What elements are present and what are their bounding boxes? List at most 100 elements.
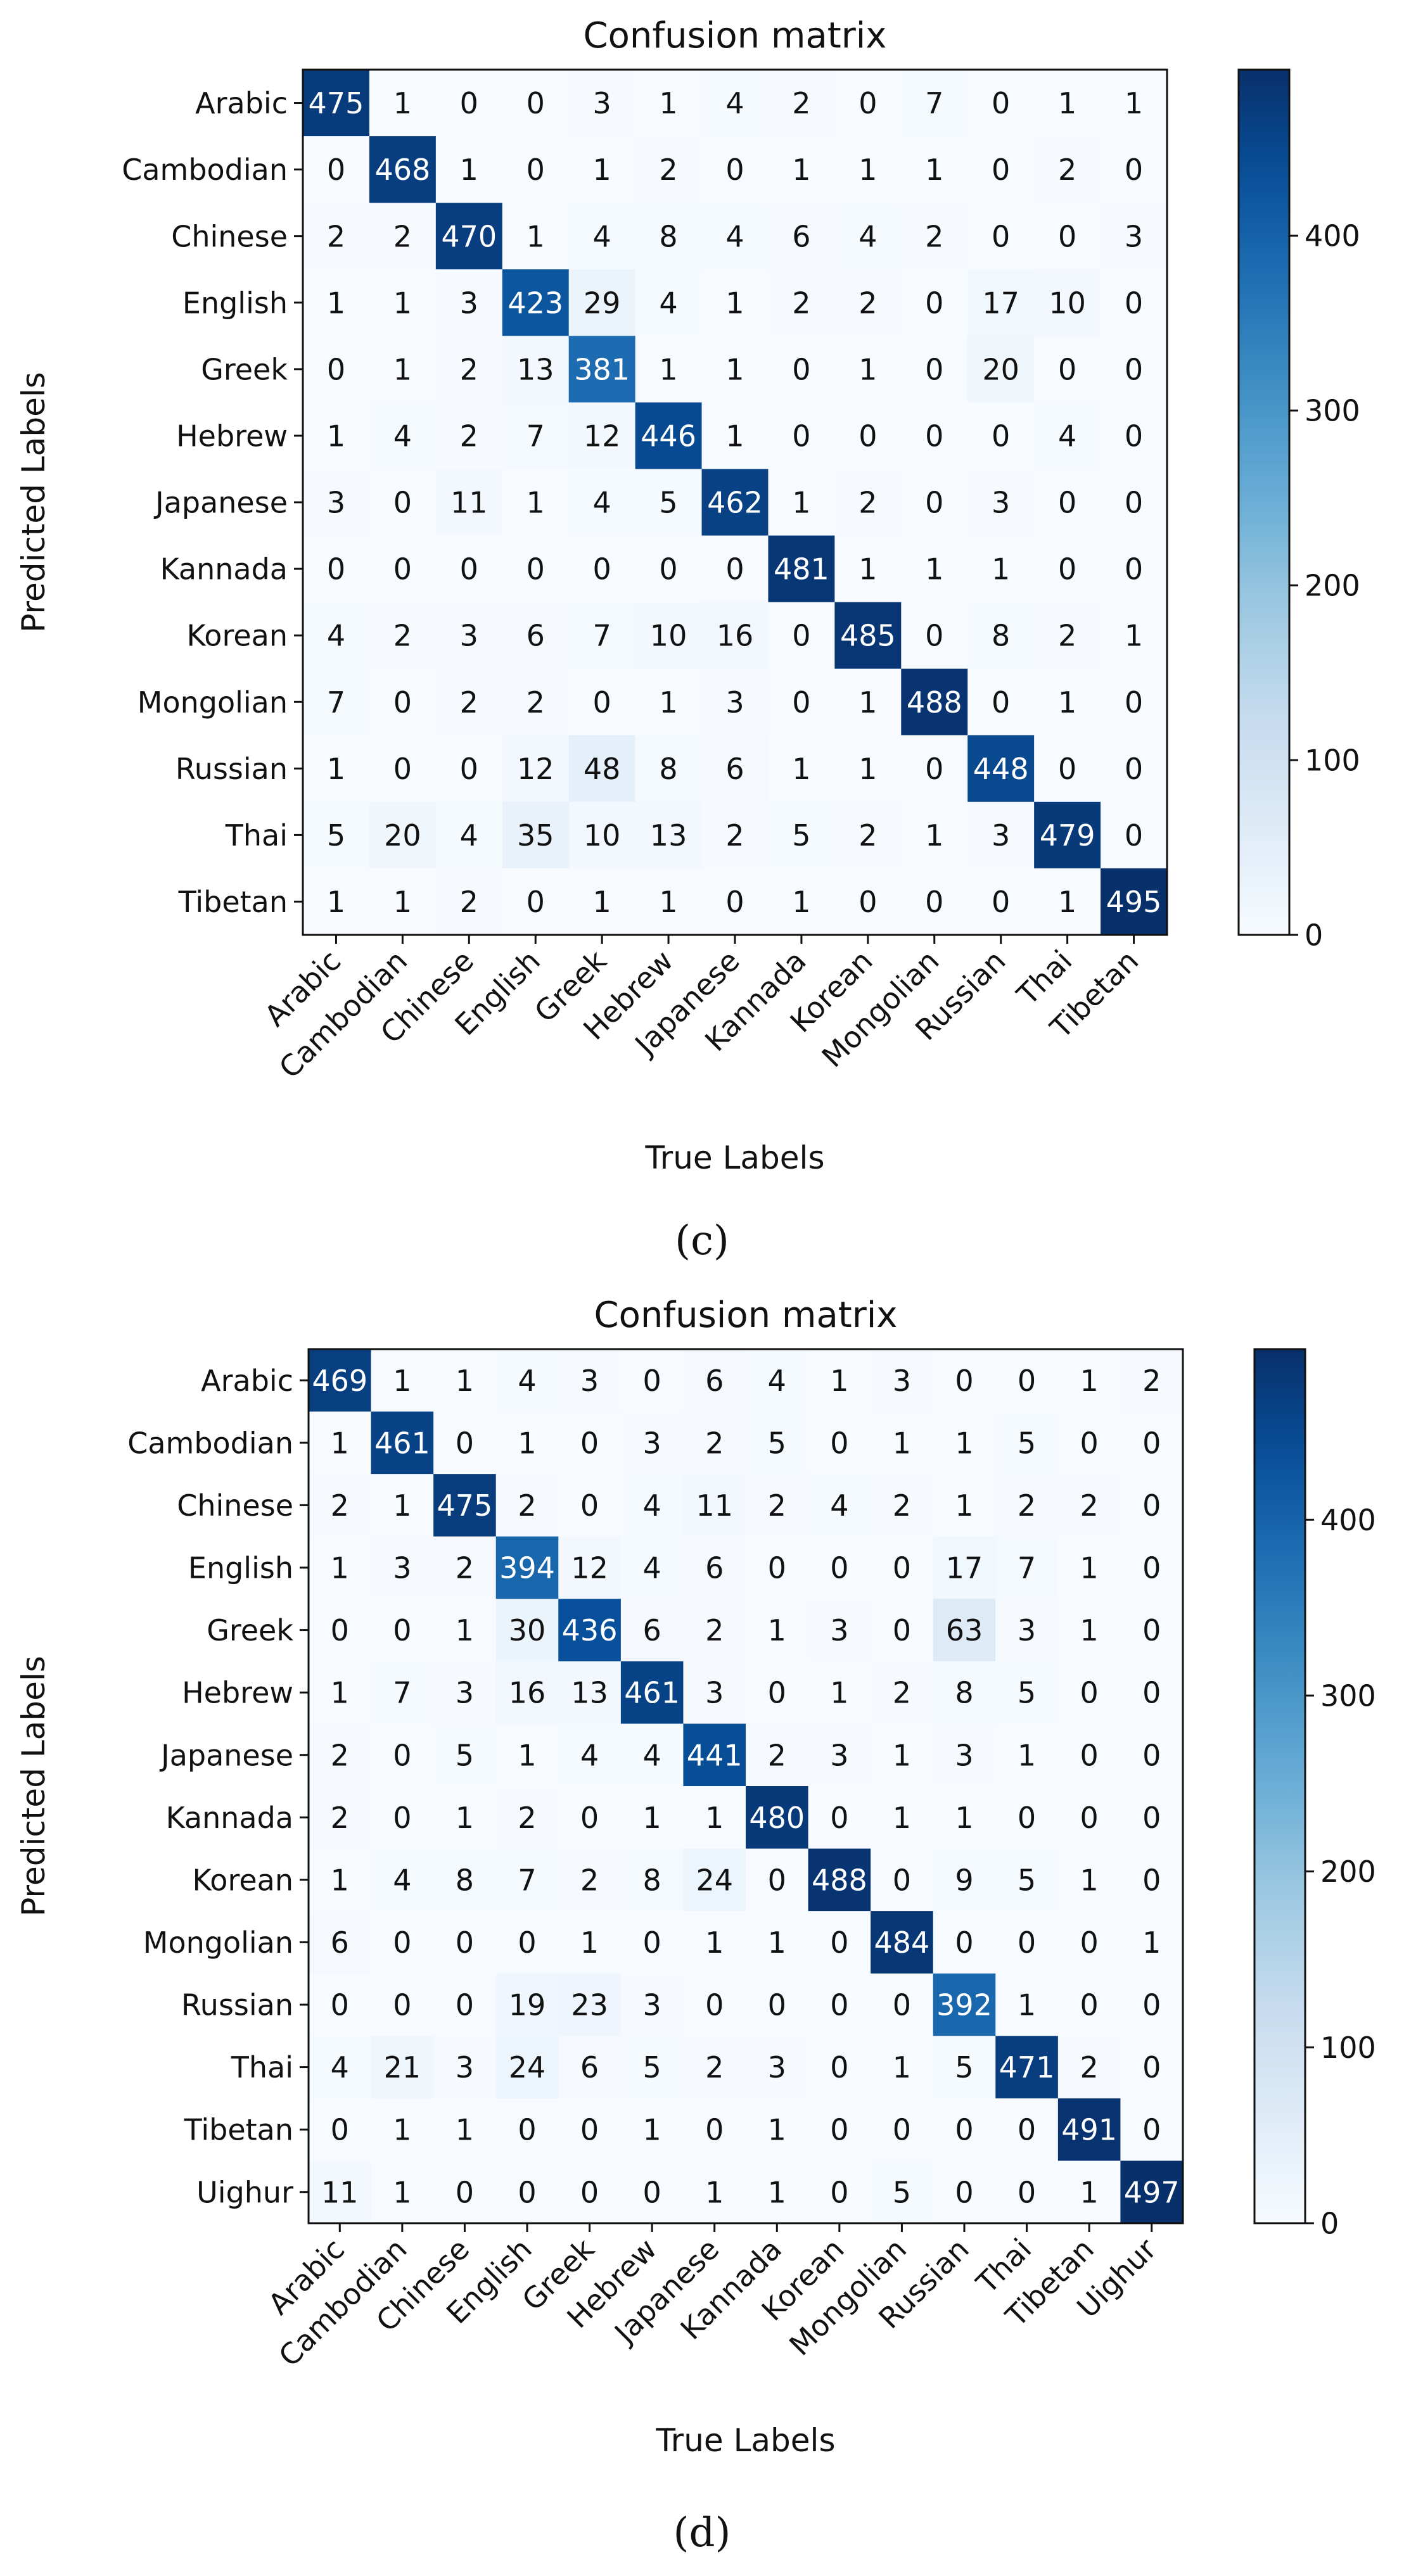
heatmap-cell [768, 402, 835, 470]
heatmap-cell [834, 602, 902, 669]
y-tick-label-english: English [188, 1551, 293, 1585]
cell-value-label: 1 [858, 153, 877, 187]
heatmap-cell [995, 2160, 1059, 2224]
cell-value-label: 5 [893, 2175, 911, 2209]
heatmap-cell [620, 1536, 684, 1599]
cell-value-label: 8 [643, 1863, 661, 1897]
cell-value-label: 0 [830, 1926, 848, 1960]
heatmap-cell [901, 602, 968, 669]
heatmap-cell [995, 1911, 1059, 1974]
heatmap-cell [701, 735, 769, 803]
cell-value-label: 0 [518, 2113, 536, 2147]
heatmap-cell [568, 868, 636, 936]
cell-value-label: 0 [893, 2113, 911, 2147]
y-tick-label-chinese: Chinese [171, 219, 288, 253]
cell-value-label: 17 [982, 286, 1019, 320]
heatmap-cell [495, 1411, 559, 1475]
heatmap-cell [1101, 868, 1168, 936]
colorbar [1253, 1348, 1306, 2224]
heatmap-cell [1120, 1786, 1184, 1850]
cell-value-label: 17 [946, 1551, 983, 1585]
heatmap-cell [768, 203, 835, 270]
heatmap-cell [1034, 203, 1101, 270]
cell-value-label: 0 [830, 1801, 848, 1835]
heatmap-cell [1120, 2098, 1184, 2162]
cell-value-label: 461 [624, 1676, 680, 1710]
heatmap-cell [834, 203, 902, 270]
heatmap-cell [1120, 1973, 1184, 2036]
heatmap-cell [495, 1911, 559, 1974]
heatmap-cell [502, 868, 570, 936]
heatmap-cell [995, 1474, 1059, 1537]
cell-value-label: 491 [1061, 2113, 1117, 2147]
cell-value-label: 0 [1142, 1551, 1161, 1585]
heatmap-cell [303, 602, 370, 669]
y-axis-label: Predicted Labels [15, 372, 52, 633]
colorbar-tick-label: 0 [1305, 918, 1323, 953]
chart-title: Confusion matrix [584, 15, 887, 56]
cell-value-label: 1 [456, 2113, 474, 2147]
heatmap-cell [871, 1911, 934, 1974]
cell-value-label: 0 [1142, 1988, 1161, 2022]
heatmap-cell [933, 2160, 996, 2224]
heatmap-cell [683, 1474, 746, 1537]
cell-value-label: 0 [1080, 1988, 1099, 2022]
cell-value-label: 2 [1080, 2050, 1099, 2084]
heatmap-cell [933, 1536, 996, 1599]
heatmap-cell [558, 1848, 622, 1912]
cell-value-label: 1 [593, 153, 611, 187]
heatmap-cell [303, 136, 370, 203]
heatmap-cell [746, 1411, 809, 1475]
cell-value-label: 0 [1125, 752, 1143, 786]
cell-value-label: 21 [384, 2050, 421, 2084]
cell-value-label: 0 [792, 419, 810, 453]
cell-value-label: 1 [456, 1801, 474, 1835]
cell-value-label: 481 [774, 552, 829, 587]
cell-value-label: 24 [509, 2050, 546, 2084]
y-tick-label-hebrew: Hebrew [182, 1676, 293, 1710]
heatmap-cell [558, 1536, 622, 1599]
cell-value-label: 1 [659, 885, 677, 919]
cell-value-label: 8 [992, 619, 1010, 653]
heatmap-cell [701, 269, 769, 336]
heatmap-cell [435, 668, 503, 736]
heatmap-cell [620, 1973, 684, 2036]
cell-value-label: 1 [858, 552, 877, 587]
heatmap-cell [967, 602, 1035, 669]
cell-value-label: 11 [450, 486, 488, 520]
heatmap-cell [995, 1973, 1059, 2036]
cell-value-label: 0 [393, 1801, 411, 1835]
heatmap-cell [1057, 1349, 1121, 1412]
heatmap-cell [371, 2036, 434, 2099]
heatmap-cell [683, 1786, 746, 1850]
cell-value-label: 0 [1058, 752, 1076, 786]
cell-value-label: 0 [858, 419, 877, 453]
cell-value-label: 0 [705, 1988, 724, 2022]
cell-value-label: 5 [955, 2050, 973, 2084]
cell-value-label: 2 [460, 419, 478, 453]
cell-value-label: 5 [768, 1426, 786, 1460]
heatmap-cell [967, 801, 1035, 869]
heatmap-cell [502, 269, 570, 336]
cell-value-label: 480 [749, 1801, 805, 1835]
cell-value-label: 1 [518, 1426, 536, 1460]
cell-value-label: 1 [830, 1676, 848, 1710]
cell-value-label: 0 [1018, 1926, 1036, 1960]
heatmap-cell [620, 1661, 684, 1725]
cell-value-label: 3 [992, 486, 1010, 520]
cell-value-label: 20 [982, 352, 1019, 386]
heatmap-cell [558, 1349, 622, 1412]
heatmap-cell [933, 2036, 996, 2099]
cell-value-label: 0 [456, 2175, 474, 2209]
heatmap-cell [309, 1661, 372, 1725]
heatmap-cell [701, 801, 769, 869]
cell-value-label: 1 [893, 2050, 911, 2084]
cell-value-label: 8 [659, 752, 677, 786]
cell-value-label: 1 [955, 1801, 973, 1835]
cell-value-label: 3 [460, 619, 478, 653]
cell-value-label: 1 [393, 2113, 411, 2147]
heatmap-cell [635, 801, 703, 869]
heatmap-cell [933, 1911, 996, 1974]
cell-value-label: 1 [768, 2113, 786, 2147]
